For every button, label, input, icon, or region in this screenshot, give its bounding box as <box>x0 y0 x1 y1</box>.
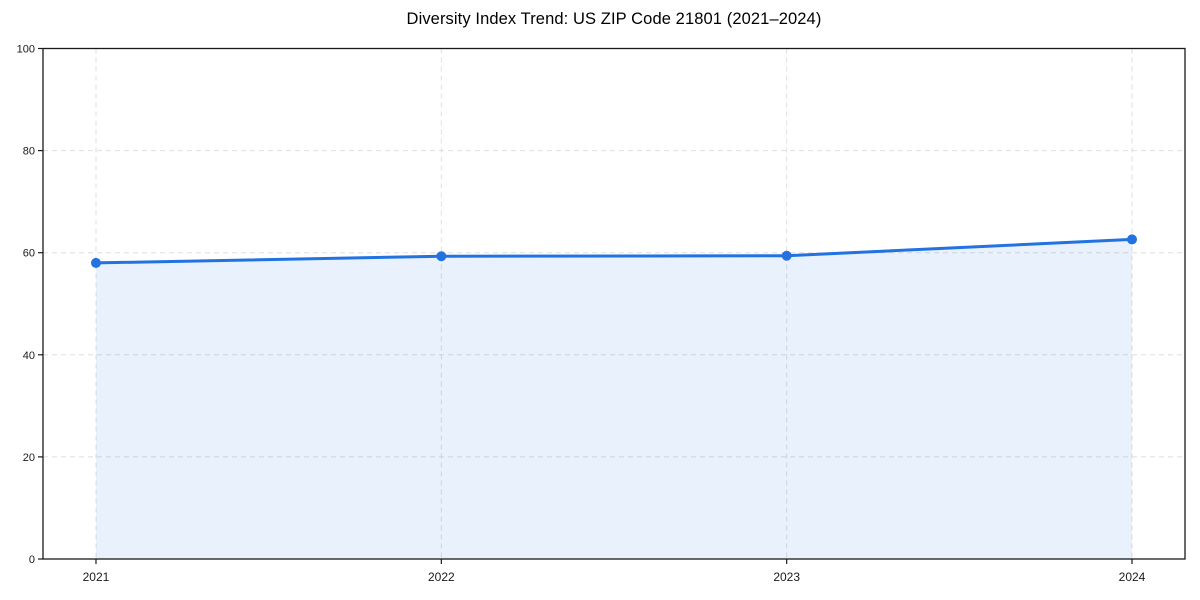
plot-border <box>42 47 1186 560</box>
x-tick-label: 2022 <box>428 570 455 584</box>
y-tick-label: 80 <box>23 146 35 158</box>
x-tick-label: 2021 <box>83 570 110 584</box>
data-point-marker <box>436 251 447 262</box>
x-tick-label: 2023 <box>773 570 800 584</box>
x-tick-label: 2024 <box>1119 570 1146 584</box>
chart-title: Diversity Index Trend: US ZIP Code 21801… <box>406 10 822 28</box>
data-point-marker <box>781 250 792 261</box>
y-tick-label: 60 <box>23 248 35 260</box>
data-point-marker <box>1127 234 1138 245</box>
y-tick-label: 0 <box>29 554 35 566</box>
y-tick-label: 20 <box>23 452 35 464</box>
y-tick-label: 100 <box>17 44 35 56</box>
trend-line <box>94 237 1134 265</box>
area-fill <box>95 239 1133 559</box>
y-tick-label: 40 <box>23 350 35 362</box>
data-point-marker <box>90 257 101 268</box>
